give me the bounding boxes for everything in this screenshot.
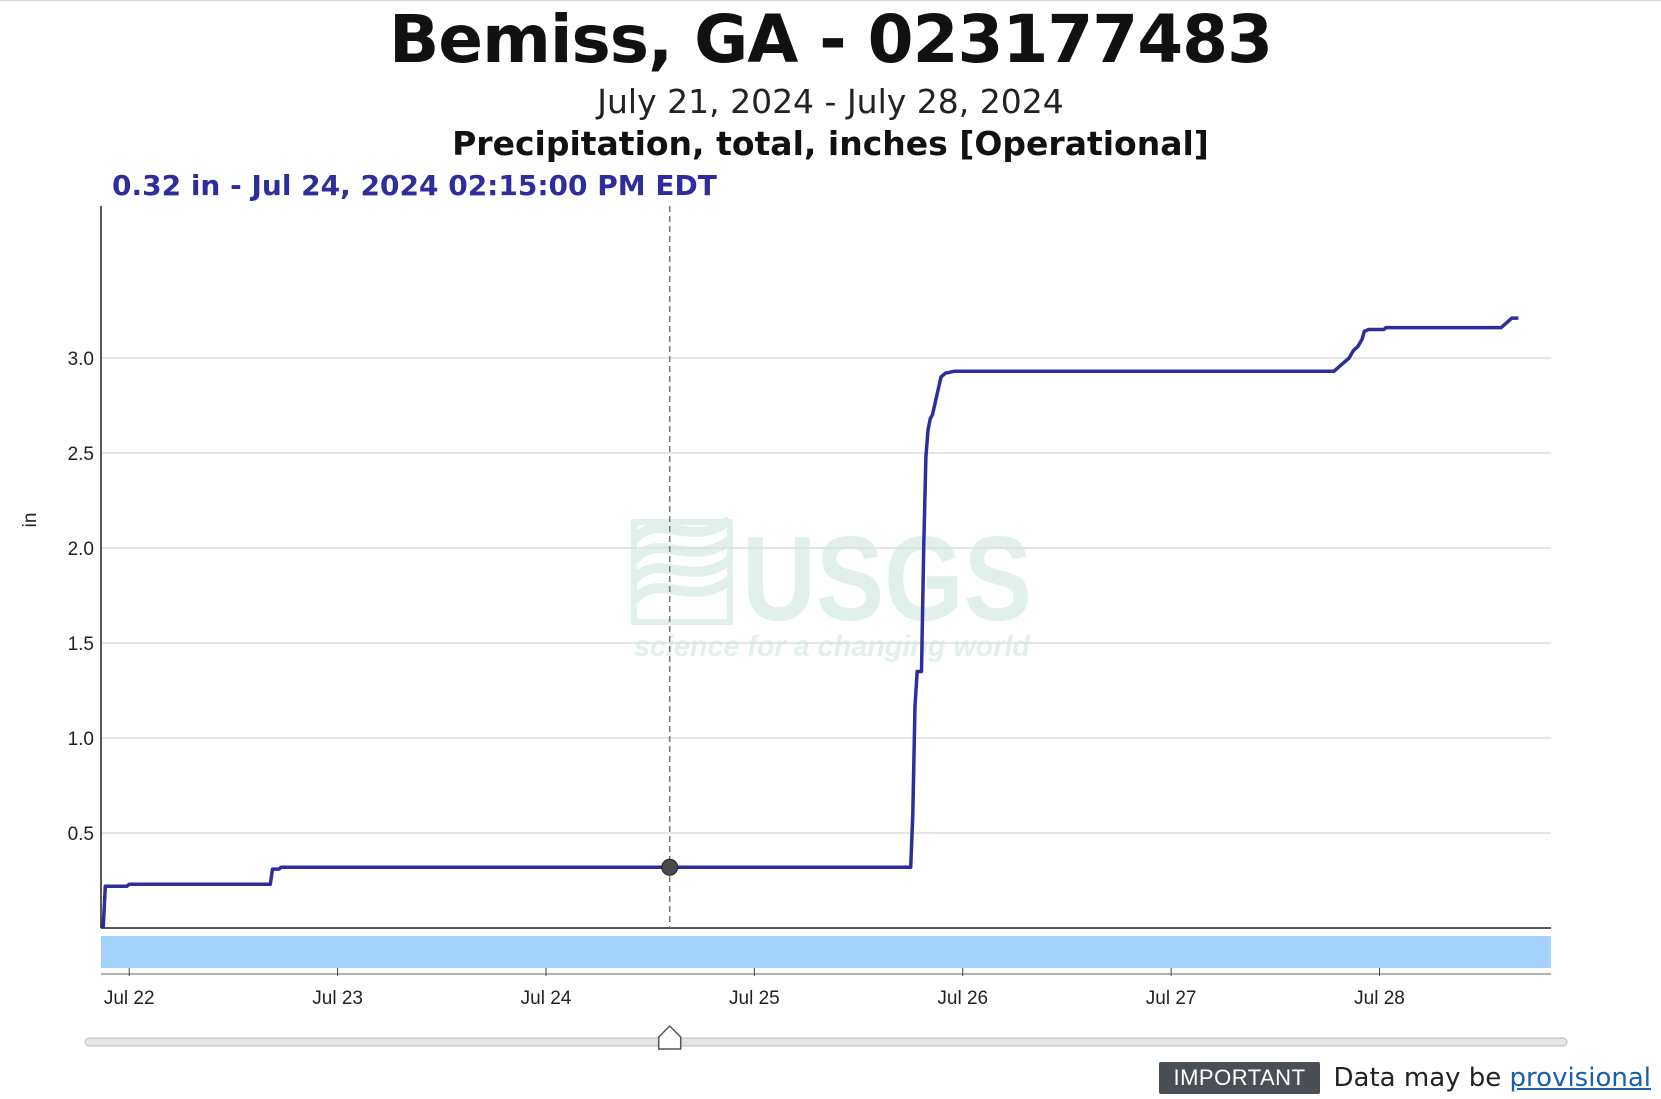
chart-title: Bemiss, GA - 023177483: [389, 1, 1273, 78]
hover-readout: 0.32 in - Jul 24, 2024 02:15:00 PM EDT: [112, 169, 717, 202]
x-tick-label: Jul 27: [1146, 988, 1197, 1009]
watermark-logo-box: [631, 519, 733, 625]
y-axis-label: in: [20, 513, 41, 528]
y-tick-label: 3.0: [68, 349, 94, 370]
hover-point-marker: [661, 858, 679, 876]
watermark-wave-3: [630, 575, 733, 604]
top-border: [0, 0, 1661, 1]
watermark-tagline: science for a changing world: [634, 630, 1031, 663]
watermark-wave-0: [630, 515, 733, 544]
precipitation-line: [101, 316, 1519, 929]
data-availability-band: [101, 936, 1551, 968]
time-slider-track[interactable]: [84, 1037, 1568, 1047]
watermark-wave-2: [630, 555, 733, 584]
x-tick-label: Jul 23: [312, 988, 363, 1009]
x-tick-label: Jul 28: [1354, 988, 1405, 1009]
watermark-wave-1: [630, 535, 733, 564]
x-tick-label: Jul 25: [729, 988, 780, 1009]
provisional-link[interactable]: provisional: [1509, 1063, 1651, 1093]
footer-notice: IMPORTANT Data may be provisional: [1159, 1060, 1651, 1096]
provisional-notice-text: Data may be: [1333, 1063, 1510, 1093]
date-range-subtitle: July 21, 2024 - July 28, 2024: [597, 82, 1064, 121]
y-tick-label: 2.0: [68, 539, 94, 560]
watermark-logo-text: USGS: [742, 512, 1032, 646]
x-tick-label: Jul 24: [521, 988, 572, 1009]
y-tick-label: 1.0: [68, 729, 94, 750]
important-badge: IMPORTANT: [1159, 1062, 1320, 1094]
provisional-notice: Data may be provisional: [1334, 1063, 1651, 1093]
y-tick-label: 2.5: [68, 444, 94, 465]
y-tick-label: 1.5: [68, 634, 94, 655]
time-slider-thumb[interactable]: [657, 1024, 682, 1050]
x-tick-label: Jul 22: [104, 988, 155, 1009]
y-tick-label: 0.5: [68, 824, 94, 845]
parameter-label: Precipitation, total, inches [Operationa…: [452, 124, 1209, 163]
x-tick-label: Jul 26: [937, 988, 988, 1009]
